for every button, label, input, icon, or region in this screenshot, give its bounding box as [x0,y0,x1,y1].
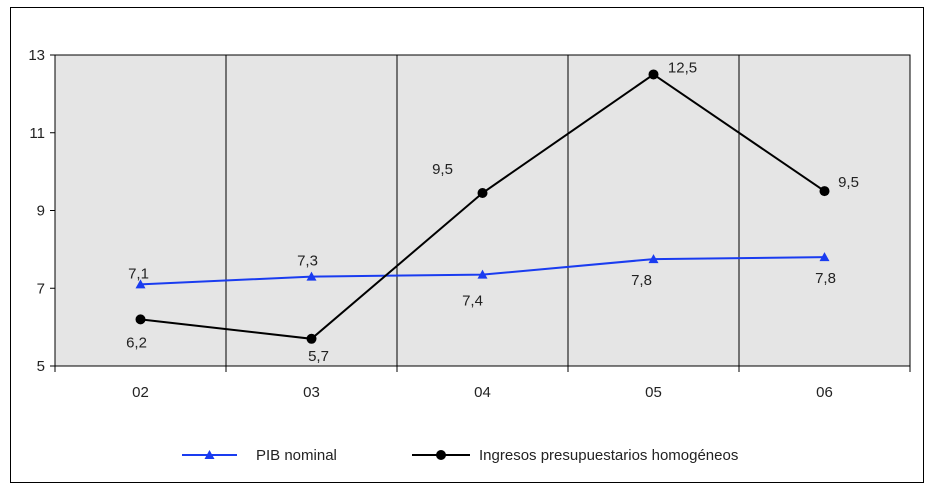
legend-marker [436,450,446,460]
data-label: 9,5 [432,161,453,178]
data-label: 7,3 [297,253,318,270]
x-tick-label: 05 [645,384,662,401]
data-point [819,186,830,197]
legend-item: PIB nominal [182,447,337,464]
data-point [477,188,488,199]
y-tick-label: 5 [37,358,45,375]
label-layer: 7,1 7,3 7,4 7,8 7,8 6,2 5,7 9,5 12,5 9,5 [126,59,859,364]
series-ingresos-presupuestarios [135,69,830,344]
series-layer [135,69,830,344]
legend-item: Ingresos presupuestarios homogéneos [412,447,738,464]
data-label: 7,1 [128,265,149,282]
y-tick-label: 9 [37,203,45,220]
legend-label: Ingresos presupuestarios homogéneos [479,447,738,464]
data-point [648,254,659,264]
y-tick-label: 7 [37,280,45,297]
legend: PIB nominal Ingresos presupuestarios homo… [182,447,738,464]
y-tick-label: 11 [29,125,45,142]
series-pib-nominal [135,252,830,289]
axis-layer: 5 7 9 11 13 02 03 04 05 06 [28,47,911,401]
data-label: 6,2 [126,334,147,351]
y-tick-label: 13 [28,47,45,64]
data-label: 7,8 [631,272,652,289]
x-tick-label: 06 [816,384,833,401]
data-label: 7,4 [462,293,483,310]
data-label: 5,7 [308,348,329,365]
data-point [135,279,146,289]
plot-area [54,54,911,367]
data-point [477,269,488,279]
grid-layer [225,55,740,366]
data-label: 12,5 [668,59,697,76]
x-tick-label: 02 [132,384,149,401]
legend-marker [204,450,215,459]
data-point [648,69,659,80]
data-point [135,314,146,325]
legend-label: PIB nominal [256,447,337,464]
x-tick-label: 04 [474,384,491,401]
x-tick-label: 03 [303,384,320,401]
data-label: 9,5 [838,174,859,191]
data-label: 7,8 [815,270,836,287]
data-point [819,252,830,262]
data-point [306,271,317,281]
data-point [306,333,317,344]
